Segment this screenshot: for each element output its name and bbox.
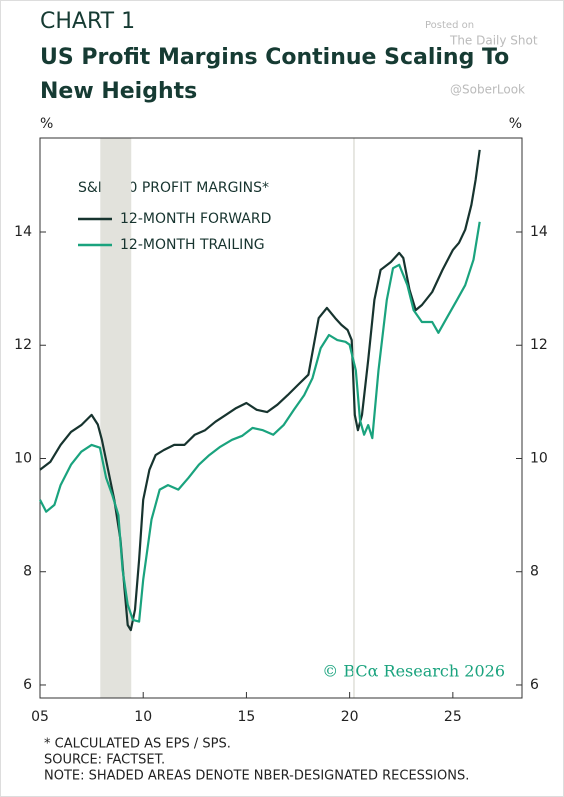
y-tick-label: 8: [23, 564, 32, 580]
chart-label: CHART 1: [40, 9, 135, 34]
footnote: NOTE: SHADED AREAS DENOTE NBER-DESIGNATE…: [44, 769, 469, 784]
y-tick-label: 6: [530, 677, 539, 693]
y-tick-label: 14: [14, 224, 32, 240]
x-tick-label: 25: [444, 709, 462, 725]
legend-label: 12-MONTH FORWARD: [120, 211, 271, 227]
y-tick-label: 6: [23, 677, 32, 693]
recession-shade: [353, 138, 355, 698]
y-unit: %: [509, 116, 522, 132]
plot-frame: [39, 137, 523, 699]
chart-title: US Profit Margins Continue Scaling To: [40, 45, 509, 70]
chart-title: New Heights: [40, 79, 197, 104]
y-tick-label: 10: [14, 450, 32, 466]
x-tick-label: 20: [341, 709, 359, 725]
y-tick-label: 8: [530, 564, 539, 580]
y-tick-label: 14: [530, 224, 548, 240]
legend-label: 12-MONTH TRAILING: [120, 237, 265, 253]
y-unit: %: [40, 116, 53, 132]
credit: © BCα Research 2026: [322, 662, 505, 681]
watermark: @SoberLook: [450, 83, 525, 97]
series-line: [39, 221, 481, 623]
watermark: Posted on: [425, 20, 474, 31]
x-tick-label: 05: [31, 709, 49, 725]
y-tick-label: 12: [14, 337, 32, 353]
footnote: SOURCE: FACTSET.: [44, 753, 165, 768]
x-tick-label: 10: [134, 709, 152, 725]
y-tick-label: 10: [530, 450, 548, 466]
x-tick-label: 15: [238, 709, 256, 725]
watermark: The Daily Shot: [449, 34, 538, 48]
y-tick-label: 12: [530, 337, 548, 353]
footnote: * CALCULATED AS EPS / SPS.: [44, 737, 231, 752]
